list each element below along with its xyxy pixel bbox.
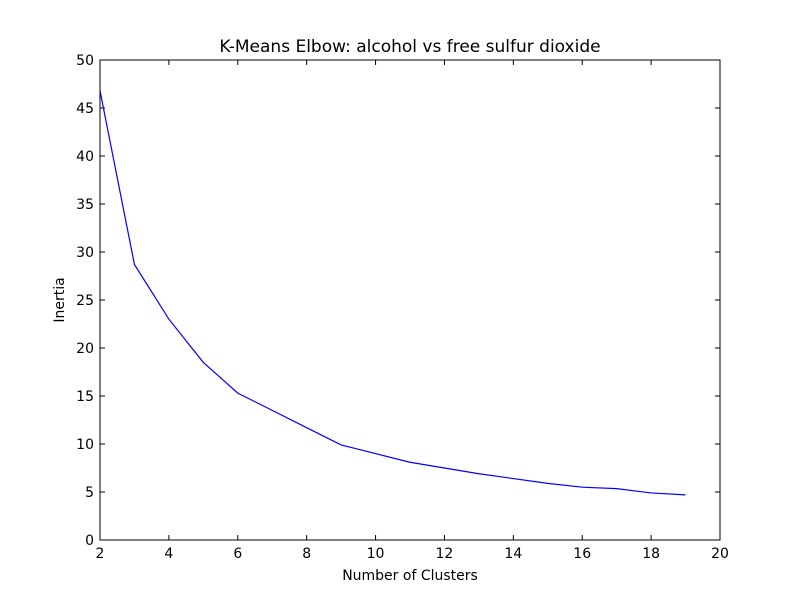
x-tick-label: 20 xyxy=(711,546,729,562)
y-tick-label: 40 xyxy=(76,149,94,165)
x-tick-label: 2 xyxy=(96,546,105,562)
plot-area-frame xyxy=(99,59,721,541)
inertia-series-line xyxy=(99,90,686,496)
x-tick-label: 14 xyxy=(504,546,522,562)
x-tick-label: 8 xyxy=(302,546,311,562)
x-tick-label: 16 xyxy=(573,546,591,562)
chart-title: K-Means Elbow: alcohol vs free sulfur di… xyxy=(219,37,600,57)
x-axis-label: Number of Clusters xyxy=(342,568,478,584)
x-tick-label: 4 xyxy=(164,546,173,562)
y-tick-label: 10 xyxy=(76,437,94,453)
ticks-layer: 2 4 6 8 10 12 14 16 18 20 0 5 10 15 20 25 30 35 40 45 50 xyxy=(76,53,729,562)
series-layer xyxy=(99,90,686,496)
y-tick-label: 30 xyxy=(76,245,94,261)
y-tick-label: 50 xyxy=(76,53,94,69)
y-tick-label: 20 xyxy=(76,341,94,357)
x-tick-label: 18 xyxy=(642,546,660,562)
y-tick-label: 45 xyxy=(76,101,94,117)
y-tick-label: 15 xyxy=(76,389,94,405)
x-tick-label: 6 xyxy=(233,546,242,562)
x-tick-label: 10 xyxy=(367,546,385,562)
y-tick-label: 0 xyxy=(85,533,94,549)
y-tick-label: 35 xyxy=(76,197,94,213)
y-axis-label: Inertia xyxy=(52,277,68,322)
x-tick-label: 12 xyxy=(436,546,454,562)
y-tick-label: 5 xyxy=(85,485,94,501)
y-tick-label: 25 xyxy=(76,293,94,309)
